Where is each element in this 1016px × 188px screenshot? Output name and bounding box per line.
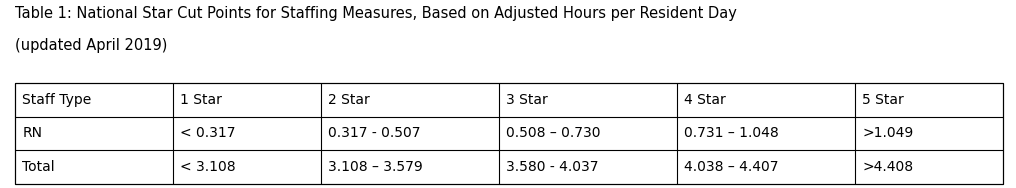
Text: < 3.108: < 3.108 (180, 160, 236, 174)
Text: 3 Star: 3 Star (506, 93, 548, 107)
Text: Staff Type: Staff Type (22, 93, 91, 107)
Bar (15, 83, 1003, 184)
Text: Total: Total (22, 160, 55, 174)
Text: (updated April 2019): (updated April 2019) (15, 38, 168, 53)
Text: 4 Star: 4 Star (684, 93, 725, 107)
Text: 0.508 – 0.730: 0.508 – 0.730 (506, 127, 600, 140)
Text: 3.580 - 4.037: 3.580 - 4.037 (506, 160, 598, 174)
Text: 2 Star: 2 Star (328, 93, 370, 107)
Text: RN: RN (22, 127, 43, 140)
Text: 0.317 - 0.507: 0.317 - 0.507 (328, 127, 421, 140)
Text: >4.408: >4.408 (863, 160, 913, 174)
Text: 3.108 – 3.579: 3.108 – 3.579 (328, 160, 423, 174)
Text: 5 Star: 5 Star (863, 93, 904, 107)
Text: < 0.317: < 0.317 (180, 127, 236, 140)
Text: 0.731 – 1.048: 0.731 – 1.048 (684, 127, 779, 140)
Text: 1 Star: 1 Star (180, 93, 223, 107)
Text: Table 1: National Star Cut Points for Staffing Measures, Based on Adjusted Hours: Table 1: National Star Cut Points for St… (15, 6, 738, 21)
Text: >1.049: >1.049 (863, 127, 913, 140)
Text: 4.038 – 4.407: 4.038 – 4.407 (684, 160, 778, 174)
